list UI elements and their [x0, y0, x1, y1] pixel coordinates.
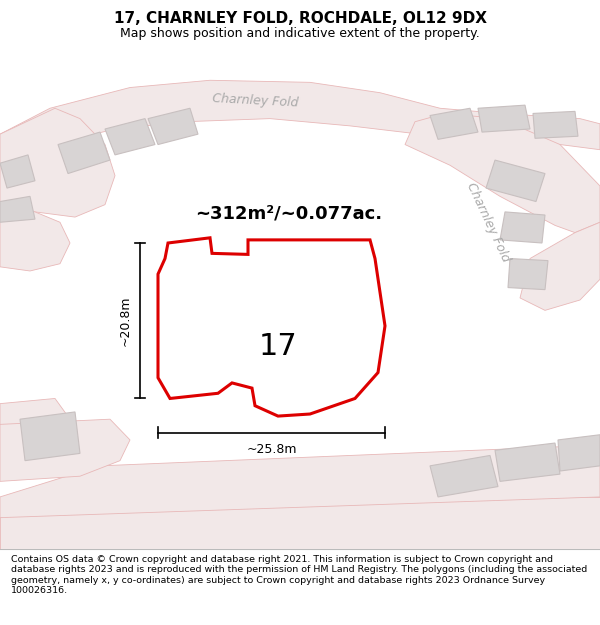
- Polygon shape: [500, 212, 545, 243]
- Polygon shape: [0, 196, 35, 222]
- Polygon shape: [486, 160, 545, 201]
- Text: 17: 17: [259, 332, 298, 361]
- Polygon shape: [158, 238, 385, 416]
- Polygon shape: [0, 419, 130, 481]
- Polygon shape: [495, 443, 560, 481]
- Polygon shape: [0, 155, 35, 188]
- Text: ~25.8m: ~25.8m: [246, 443, 297, 456]
- Text: Charnley Fold: Charnley Fold: [464, 181, 512, 264]
- Polygon shape: [0, 399, 70, 445]
- Polygon shape: [430, 108, 478, 139]
- Polygon shape: [58, 132, 110, 174]
- Polygon shape: [430, 456, 498, 497]
- Text: 17, CHARNLEY FOLD, ROCHDALE, OL12 9DX: 17, CHARNLEY FOLD, ROCHDALE, OL12 9DX: [113, 11, 487, 26]
- Text: ~20.8m: ~20.8m: [119, 296, 132, 346]
- Polygon shape: [508, 259, 548, 289]
- Polygon shape: [105, 119, 155, 155]
- Polygon shape: [0, 445, 600, 518]
- Polygon shape: [0, 201, 70, 271]
- Polygon shape: [20, 412, 80, 461]
- Polygon shape: [222, 289, 333, 368]
- Text: Map shows position and indicative extent of the property.: Map shows position and indicative extent…: [120, 27, 480, 40]
- Polygon shape: [0, 108, 115, 217]
- Text: ~312m²/~0.077ac.: ~312m²/~0.077ac.: [195, 204, 382, 222]
- Polygon shape: [558, 435, 600, 471]
- Text: Charnley Fold: Charnley Fold: [212, 92, 298, 110]
- Polygon shape: [0, 80, 600, 163]
- Polygon shape: [533, 111, 578, 138]
- Polygon shape: [478, 105, 530, 132]
- Polygon shape: [148, 108, 198, 144]
- Polygon shape: [0, 497, 600, 549]
- Text: Contains OS data © Crown copyright and database right 2021. This information is : Contains OS data © Crown copyright and d…: [11, 555, 587, 595]
- Polygon shape: [520, 222, 600, 311]
- Polygon shape: [405, 114, 600, 232]
